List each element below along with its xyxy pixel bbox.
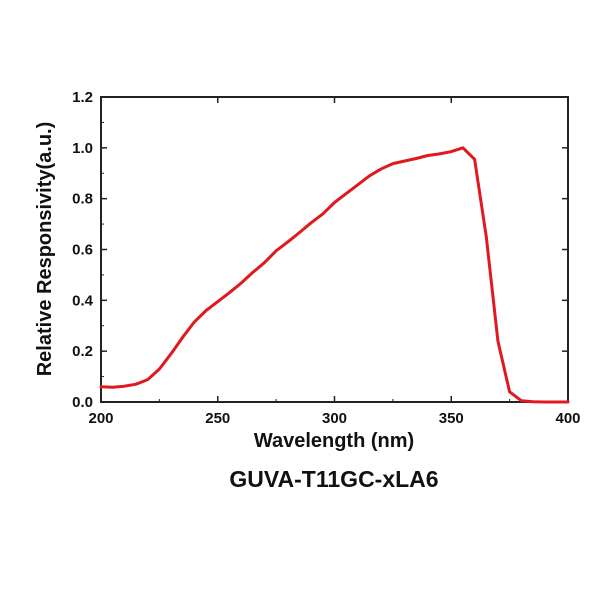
y-tick-label: 1.2 <box>72 89 93 106</box>
x-tick-label: 400 <box>555 410 580 427</box>
x-tick-label: 200 <box>88 410 113 427</box>
y-tick-label: 0.8 <box>72 191 93 208</box>
y-axis-title: Relative Responsivity(a.u.) <box>34 122 56 377</box>
x-axis-title: Wavelength (nm) <box>254 430 414 452</box>
y-tick-label: 0.0 <box>72 394 93 411</box>
x-tick-label: 300 <box>322 410 347 427</box>
x-axis-ticks: 200 250 300 350 400 <box>88 97 581 427</box>
x-tick-label: 350 <box>439 410 464 427</box>
y-axis-ticks: 0.0 0.2 0.4 0.6 0.8 1.0 1.2 <box>72 89 568 411</box>
y-tick-label: 0.4 <box>72 292 94 309</box>
chart-caption: GUVA-T11GC-xLA6 <box>229 466 438 492</box>
x-tick-label: 250 <box>205 410 230 427</box>
y-tick-label: 0.6 <box>72 242 93 259</box>
series-line-responsivity <box>99 146 570 404</box>
plot-frame <box>100 96 569 403</box>
y-tick-label: 0.2 <box>72 343 93 360</box>
y-tick-label: 1.0 <box>72 140 93 157</box>
